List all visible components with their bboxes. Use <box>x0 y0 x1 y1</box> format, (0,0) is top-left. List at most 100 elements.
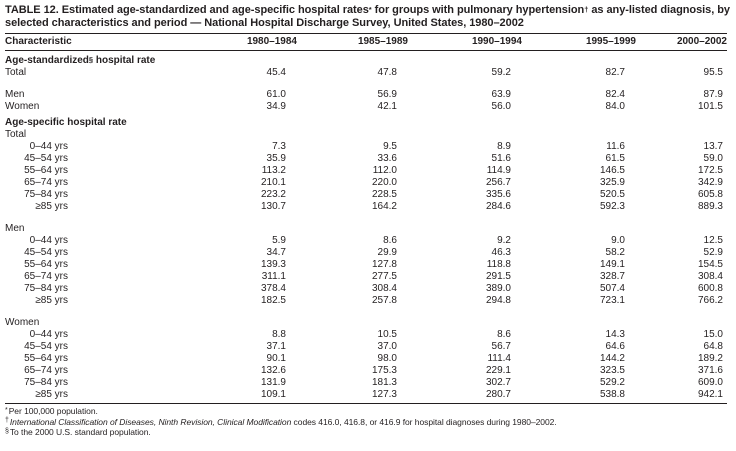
column-header-row: Characteristic 1980–1984 1985–1989 1990–… <box>5 33 727 51</box>
row-label: 55–64 yrs <box>5 259 167 271</box>
rate-value: 131.9 <box>260 377 286 388</box>
row-label: 65–74 yrs <box>5 271 167 283</box>
rate-value: 13.7 <box>703 141 723 152</box>
rate-value: 335.6 <box>485 189 511 200</box>
rate-value: 33.6 <box>377 153 397 164</box>
row-label: 45–54 yrs <box>5 247 167 259</box>
age-range-label: 65–74 yrs <box>24 177 68 188</box>
row-label: 65–74 yrs <box>5 177 167 189</box>
rate-value: 144.2 <box>599 353 625 364</box>
rate-value: 766.2 <box>697 295 723 306</box>
section-heading-text: hospital rate <box>93 55 156 66</box>
rate-value: 308.4 <box>697 271 723 282</box>
rate-value: 7.3 <box>272 141 286 152</box>
rate-value: 291.5 <box>485 271 511 282</box>
rate-value: 15.0 <box>703 329 723 340</box>
rate-value: 228.5 <box>371 189 397 200</box>
section-heading: Age-standardized§ hospital rate <box>5 51 727 68</box>
table-row: 75–84 yrs 223.2 228.5 335.6 520.5 605.8 <box>5 189 727 201</box>
row-label: 75–84 yrs <box>5 377 167 389</box>
spacer-cell <box>5 307 727 317</box>
row-label: 55–64 yrs <box>5 165 167 177</box>
age-range-label: 45–54 yrs <box>24 247 68 258</box>
rate-value: 8.6 <box>497 329 511 340</box>
rate-value: 63.9 <box>491 89 511 100</box>
group-label: Total <box>5 129 27 140</box>
row-label: 0–44 yrs <box>5 329 167 341</box>
rate-value: 507.4 <box>599 283 625 294</box>
rate-value: 256.7 <box>485 177 511 188</box>
row-label: 75–84 yrs <box>5 189 167 201</box>
rate-value: 277.5 <box>371 271 397 282</box>
row-label: 45–54 yrs <box>5 153 167 165</box>
column-header-period-2000-2002: 2000–2002 <box>676 36 727 47</box>
rate-value: 175.3 <box>371 365 397 376</box>
group-subheader-row: Women <box>5 317 727 329</box>
rate-value: 82.4 <box>605 89 625 100</box>
rate-value: 308.4 <box>371 283 397 294</box>
rate-value: 37.1 <box>266 341 286 352</box>
age-range-label: 0–44 yrs <box>29 235 68 246</box>
section-footnote-marker: § <box>88 55 94 64</box>
table-row: 0–44 yrs 8.8 10.5 8.6 14.3 15.0 <box>5 329 727 341</box>
rate-value: 149.1 <box>599 259 625 270</box>
table-row: 45–54 yrs 35.9 33.6 51.6 61.5 59.0 <box>5 153 727 165</box>
rate-value: 942.1 <box>636 389 727 404</box>
rate-value: 181.3 <box>371 377 397 388</box>
table-row: 45–54 yrs 34.7 29.9 46.3 58.2 52.9 <box>5 247 727 259</box>
rate-value: 9.5 <box>383 141 397 152</box>
table-row: 75–84 yrs 131.9 181.3 302.7 529.2 609.0 <box>5 377 727 389</box>
column-header-period-1985-1989: 1985–1989 <box>357 36 408 47</box>
rate-value: 90.1 <box>266 353 286 364</box>
rate-value: 114.9 <box>486 165 511 176</box>
rate-value: 8.9 <box>497 141 511 152</box>
rate-value: 257.8 <box>371 295 397 306</box>
rate-value: 34.9 <box>266 101 286 112</box>
group-label: Women <box>5 317 40 328</box>
row-label: Women <box>5 101 40 112</box>
rate-value: 280.7 <box>408 389 522 404</box>
asterisk-footnote-marker: * <box>5 406 8 414</box>
age-range-label: 75–84 yrs <box>24 283 68 294</box>
rate-value: 172.5 <box>697 165 723 176</box>
rate-value: 146.5 <box>599 165 625 176</box>
rate-value: 723.1 <box>599 295 625 306</box>
rate-value: 325.9 <box>599 177 625 188</box>
rate-value: 56.9 <box>377 89 397 100</box>
rate-value: 609.0 <box>697 377 723 388</box>
rate-value: 64.8 <box>703 341 723 352</box>
table-row: Total 45.4 47.8 59.2 82.7 95.5 <box>5 67 727 79</box>
footnotes: *Per 100,000 population. †International … <box>5 406 732 438</box>
rate-value: 9.0 <box>611 235 625 246</box>
section-footnote-marker: § <box>5 427 9 435</box>
rate-value: 328.7 <box>599 271 625 282</box>
rate-value: 64.6 <box>605 341 625 352</box>
rate-value: 210.1 <box>260 177 286 188</box>
rate-value: 132.6 <box>260 365 286 376</box>
footnote-icd-codes: †International Classification of Disease… <box>5 416 557 427</box>
rate-value: 95.5 <box>703 67 723 78</box>
spacer-row <box>5 213 727 223</box>
dagger-footnote-marker: † <box>5 417 9 424</box>
rate-value: 46.3 <box>491 247 511 258</box>
rate-value: 14.3 <box>605 329 625 340</box>
dagger-footnote-marker: † <box>584 5 589 14</box>
title-text: TABLE 12. Estimated age-standardized and… <box>5 4 369 16</box>
rate-value: 600.8 <box>697 283 723 294</box>
rate-value: 101.5 <box>697 101 723 112</box>
age-range-label: 65–74 yrs <box>24 365 68 376</box>
rate-value: 59.2 <box>491 67 511 78</box>
table-row: 65–74 yrs 311.1 277.5 291.5 328.7 308.4 <box>5 271 727 283</box>
rate-value: 87.9 <box>703 89 723 100</box>
age-range-label: 65–74 yrs <box>24 271 68 282</box>
table-row: ≥85 yrs 182.5 257.8 294.8 723.1 766.2 <box>5 295 727 307</box>
table-row: Men 61.0 56.9 63.9 82.4 87.9 <box>5 89 727 101</box>
age-range-label: 75–84 yrs <box>24 189 68 200</box>
rate-value: 529.2 <box>599 377 625 388</box>
group-subheader-row: Total <box>5 129 727 141</box>
document-page: TABLE 12. Estimated age-standardized and… <box>5 4 732 438</box>
row-label: 75–84 yrs <box>5 283 167 295</box>
spacer-cell <box>5 213 727 223</box>
row-label: Men <box>5 89 25 100</box>
age-range-label: 55–64 yrs <box>24 353 68 364</box>
